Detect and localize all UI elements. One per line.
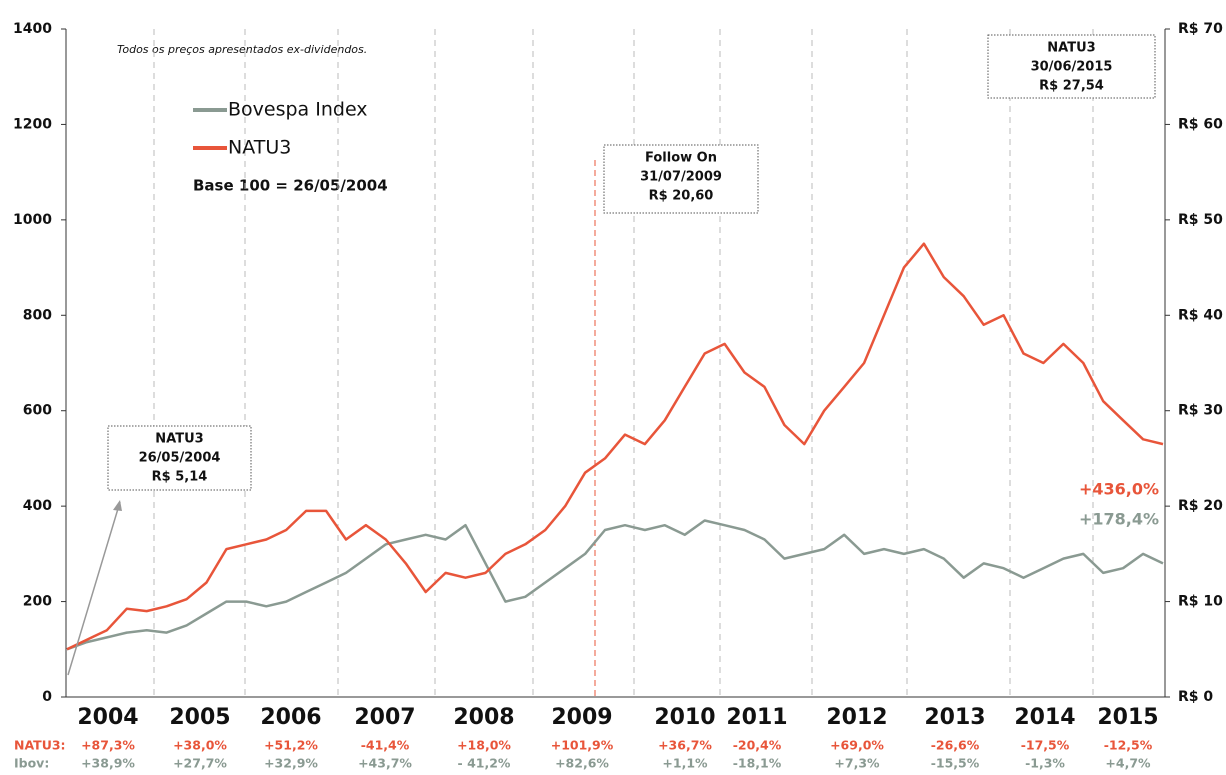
- return-row-label: NATU3:: [14, 738, 66, 753]
- annotation-box: [107, 425, 252, 491]
- y-tick-label: 800: [23, 307, 52, 323]
- return-value: -17,5%: [1021, 738, 1070, 753]
- year-label: 2014: [1014, 705, 1075, 730]
- year-label: 2012: [826, 705, 887, 730]
- base-note: Base 100 = 26/05/2004: [193, 177, 388, 195]
- return-value: +7,3%: [834, 756, 880, 771]
- return-value: -18,1%: [733, 756, 782, 771]
- return-value: +43,7%: [358, 756, 412, 771]
- annotation-arrow: [67, 501, 121, 676]
- return-value: -20,4%: [733, 738, 782, 753]
- return-value: +32,9%: [264, 756, 318, 771]
- return-value: +38,9%: [81, 756, 135, 771]
- series-line: [66, 242, 1164, 651]
- y-tick-label: 200: [23, 594, 52, 610]
- y-tick-label: 1200: [13, 116, 52, 132]
- annotation-text: R$ 5,14: [152, 470, 208, 485]
- return-value: +4,7%: [1105, 756, 1151, 771]
- year-label: 2008: [453, 705, 514, 730]
- return-value: -26,6%: [931, 738, 980, 753]
- return-value: -15,5%: [931, 756, 980, 771]
- return-value: +101,9%: [551, 738, 614, 753]
- return-value: +82,6%: [555, 756, 609, 771]
- annotation-text: R$ 27,54: [1039, 79, 1104, 94]
- return-value: +36,7%: [658, 738, 712, 753]
- year-label: 2006: [260, 705, 321, 730]
- year-label: 2007: [354, 705, 415, 730]
- y2-tick-label: R$ 70: [1178, 21, 1223, 37]
- return-value: +69,0%: [830, 738, 884, 753]
- y-tick-label: 1400: [13, 21, 52, 37]
- return-row-label: Ibov:: [14, 756, 49, 771]
- annotation-text: Follow On: [645, 151, 717, 166]
- annotation-text: 30/06/2015: [1031, 60, 1113, 75]
- y-tick-label: 1000: [13, 212, 52, 228]
- y2-tick-label: R$ 0: [1178, 689, 1213, 705]
- year-label: 2009: [551, 705, 612, 730]
- year-label: 2013: [924, 705, 985, 730]
- annotation-text: 26/05/2004: [139, 451, 221, 466]
- end-label: +178,4%: [1079, 510, 1159, 529]
- y-tick-label: 600: [23, 403, 52, 419]
- y2-tick-label: R$ 60: [1178, 116, 1223, 132]
- y2-tick-label: R$ 20: [1178, 498, 1223, 514]
- legend-label: NATU3: [228, 137, 291, 159]
- annotation-box: [603, 144, 759, 214]
- return-value: -1,3%: [1025, 756, 1065, 771]
- annotation-box: [987, 34, 1156, 99]
- return-value: +27,7%: [173, 756, 227, 771]
- y-tick-label: 400: [23, 498, 52, 514]
- year-label: 2004: [77, 705, 138, 730]
- year-label: 2011: [726, 705, 787, 730]
- return-value: -41,4%: [361, 738, 410, 753]
- annotation-text: R$ 20,60: [649, 189, 714, 204]
- annotation-text: NATU3: [155, 432, 203, 447]
- return-value: +87,3%: [81, 738, 135, 753]
- y2-tick-label: R$ 40: [1178, 307, 1223, 323]
- return-value: +38,0%: [173, 738, 227, 753]
- subtitle: Todos os preços apresentados ex-dividend…: [117, 43, 367, 56]
- series-line: [66, 519, 1164, 651]
- return-value: +51,2%: [264, 738, 318, 753]
- annotation-text: 31/07/2009: [640, 170, 722, 185]
- arrow-head: [113, 500, 122, 511]
- legend-label: Bovespa Index: [228, 99, 368, 121]
- return-value: - 41,2%: [458, 756, 511, 771]
- annotation-text: NATU3: [1047, 41, 1095, 56]
- y2-tick-label: R$ 50: [1178, 212, 1223, 228]
- year-label: 2005: [169, 705, 230, 730]
- y2-tick-label: R$ 30: [1178, 403, 1223, 419]
- return-value: +18,0%: [457, 738, 511, 753]
- return-value: -12,5%: [1104, 738, 1153, 753]
- y2-tick-label: R$ 10: [1178, 594, 1223, 610]
- return-value: +1,1%: [662, 756, 708, 771]
- year-label: 2015: [1097, 705, 1158, 730]
- end-label: +436,0%: [1079, 480, 1159, 499]
- y-tick-label: 0: [42, 689, 52, 705]
- year-label: 2010: [654, 705, 715, 730]
